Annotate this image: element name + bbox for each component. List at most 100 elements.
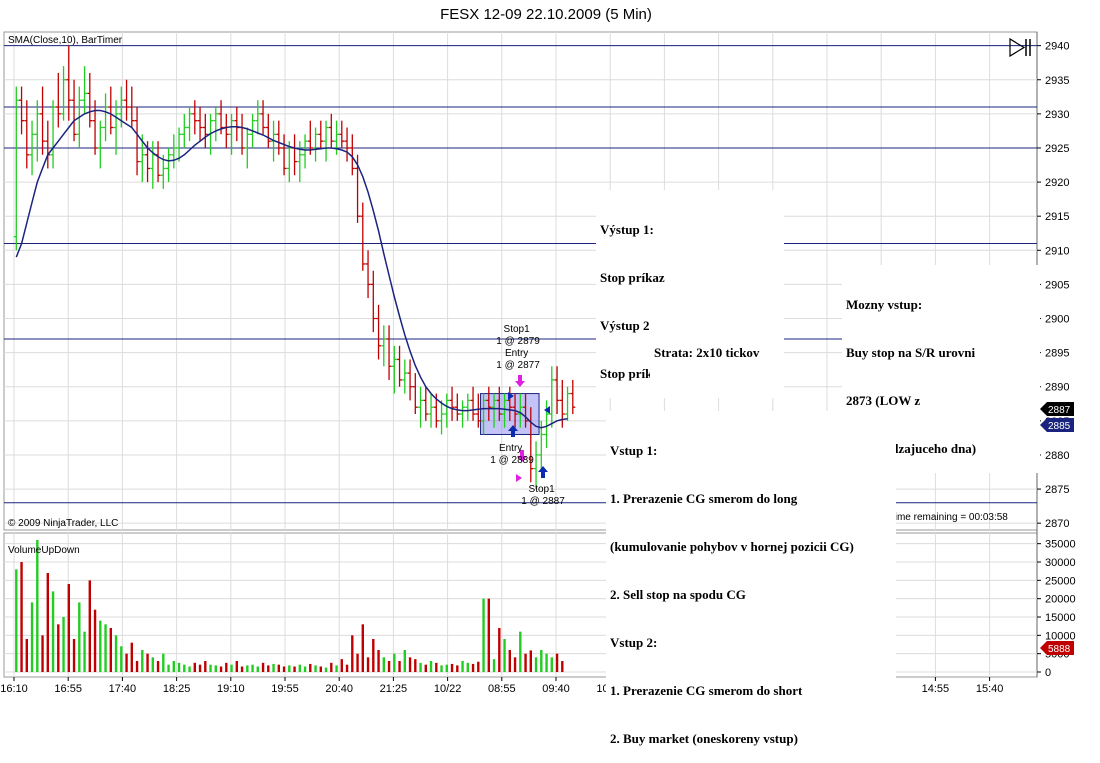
ohlc-bar	[496, 386, 502, 421]
ohlc-bar	[570, 379, 576, 415]
time-tick-label: 19:55	[271, 683, 299, 695]
svg-text:5888: 5888	[1048, 644, 1071, 655]
sma-line	[15, 109, 568, 429]
ohlc-bar	[265, 113, 271, 148]
possible-entry-line: 2873 (LOW z	[846, 393, 921, 408]
entry-note-line: 1. Prerazenie CG smerom do short	[610, 683, 803, 698]
exec-marker	[508, 392, 514, 400]
ohlc-bar	[533, 441, 539, 490]
entry-label-bottom: Entry 1 @ 2889	[490, 443, 534, 466]
price-tick-label: 2910	[1045, 245, 1069, 257]
entry-arrow-up	[508, 425, 518, 437]
ohlc-bar	[213, 107, 219, 142]
ohlc-bar	[397, 345, 403, 387]
stop-arrow-down	[517, 450, 527, 462]
ohlc-bar	[323, 120, 329, 162]
price-tick-label: 2930	[1045, 109, 1069, 121]
price-tick-label: 2920	[1045, 177, 1069, 189]
ohlc-bar	[40, 86, 46, 155]
entry-arrow-down	[515, 375, 525, 387]
ohlc-bar	[255, 100, 261, 135]
ohlc-bar	[297, 141, 303, 183]
ohlc-bar	[34, 100, 40, 162]
ohlc-bar	[486, 386, 492, 421]
ohlc-bar	[181, 113, 187, 148]
possible-entry-line: Buy stop na S/R urovni	[846, 345, 976, 360]
entry-note-line: 1. Prerazenie CG smerom do long	[610, 491, 798, 506]
ohlc-bar	[454, 393, 460, 421]
exit-note-line: Výstup 2:	[600, 318, 654, 333]
ohlc-bar	[381, 325, 387, 367]
ohlc-bar	[349, 134, 355, 176]
bar-timer-icon[interactable]	[1009, 37, 1031, 58]
ohlc-bar	[386, 325, 392, 380]
ohlc-bar	[29, 120, 35, 176]
price-tick-label: 2880	[1045, 450, 1069, 462]
ohlc-bar	[370, 270, 376, 333]
sma-layer	[15, 109, 568, 429]
ohlc-bar	[554, 366, 560, 415]
volume-badge: 5888	[1040, 641, 1074, 655]
time-remaining-label: Time remaining = 00:03:58	[889, 512, 1008, 523]
price-tick-label: 2905	[1045, 279, 1069, 291]
time-tick-label: 21:25	[380, 683, 408, 695]
ohlc-bar	[24, 100, 30, 169]
ohlc-bar	[481, 393, 487, 435]
ohlc-bar	[87, 72, 93, 128]
stop1-label-top: Stop1 1 @ 2879	[496, 324, 540, 347]
last-price-badge: 2887	[1040, 402, 1074, 416]
ohlc-bar	[360, 202, 366, 271]
time-tick-label: 19:10	[217, 683, 245, 695]
ohlc-bar	[281, 134, 287, 176]
volume-panel-label: VolumeUpDown	[8, 545, 80, 556]
ohlc-bar	[286, 141, 292, 183]
volume-axis: 05000100001500020000250003000035000	[1037, 539, 1076, 679]
ohlc-bar	[129, 86, 135, 128]
volume-tick-label: 0	[1045, 667, 1051, 679]
ohlc-bar	[160, 154, 166, 189]
ohlc-bar	[50, 100, 56, 169]
price-tick-label: 2890	[1045, 382, 1069, 394]
ohlc-bar	[192, 100, 198, 135]
ohlc-bar	[313, 127, 319, 162]
price-bars	[13, 45, 576, 490]
time-tick-label: 17:40	[109, 683, 137, 695]
chart-title: FESX 12-09 22.10.2009 (5 Min)	[440, 6, 652, 23]
volume-tick-label: 15000	[1045, 612, 1076, 624]
order-markers	[508, 375, 550, 482]
ohlc-bar	[365, 250, 371, 299]
ohlc-bar	[549, 366, 555, 428]
ohlc-bar	[229, 113, 235, 155]
ohlc-bar	[318, 120, 324, 148]
ohlc-bar	[465, 393, 471, 421]
ohlc-bar	[82, 66, 88, 114]
entry-note-line: Vstup 1:	[610, 443, 658, 458]
price-tick-label: 2925	[1045, 143, 1069, 155]
ohlc-bar	[339, 120, 345, 148]
price-tick-label: 2915	[1045, 211, 1069, 223]
ohlc-bar	[538, 420, 544, 469]
time-tick-label: 16:55	[54, 683, 82, 695]
ohlc-bar	[328, 113, 334, 148]
volume-bars	[15, 540, 564, 672]
ohlc-bar	[134, 107, 140, 176]
price-tick-label: 2895	[1045, 348, 1069, 360]
ohlc-bar	[523, 393, 529, 428]
exit-note-line: Výstup 1:	[600, 222, 654, 237]
ohlc-bar	[475, 393, 481, 428]
ohlc-bar	[223, 113, 229, 148]
indicator-label: SMA(Close,10), BarTimer	[8, 35, 123, 46]
entry-note-line: 2. Buy market (oneskoreny vstup)	[610, 731, 798, 746]
ohlc-bar	[176, 127, 182, 162]
ohlc-bar	[292, 134, 298, 176]
entry-notes: Vstup 1: 1. Prerazenie CG smerom do long…	[606, 411, 896, 763]
ohlc-bar	[491, 393, 497, 428]
ohlc-bar	[428, 393, 434, 428]
ohlc-bar	[444, 393, 450, 428]
exec-marker	[544, 406, 550, 414]
ohlc-bar	[344, 127, 350, 162]
ohlc-bar	[124, 79, 130, 121]
ohlc-bar	[412, 373, 418, 415]
entry-note-line: Vstup 2:	[610, 635, 658, 650]
ohlc-bar	[97, 120, 103, 169]
